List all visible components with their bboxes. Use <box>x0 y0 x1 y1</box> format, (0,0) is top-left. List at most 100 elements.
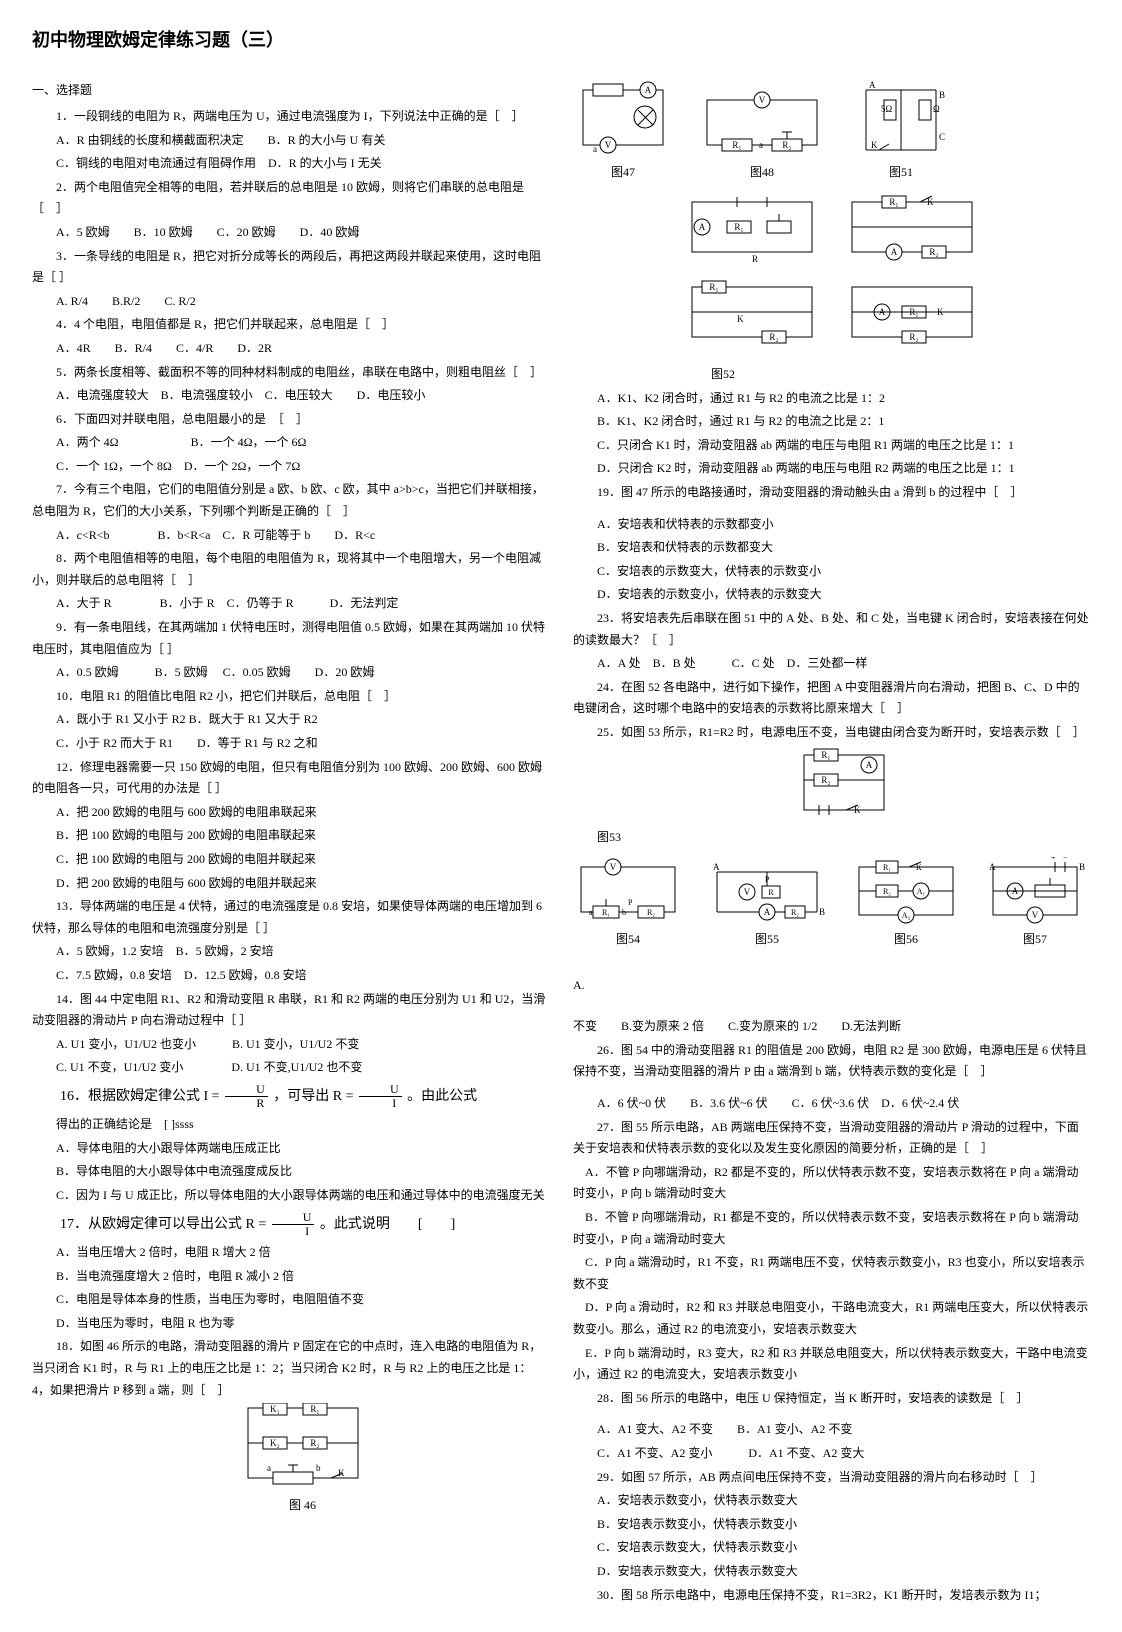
q8-opts: A．大于 R B．小于 R C．仍等于 R D．无法判定 <box>32 593 549 615</box>
figure-54-label: 图54 <box>573 929 683 951</box>
figure-51: A B C 5Ω Ω K 图51 <box>851 80 951 184</box>
q6: 6．下面四对并联电阻，总电阻最小的是 ［ ］ <box>32 409 549 431</box>
q28: 28．图 56 所示的电路中，电压 U 保持恒定，当 K 断开时，安培表的读数是… <box>573 1388 1090 1410</box>
svg-text:a: a <box>593 144 597 154</box>
q10-opt-b: C．小于 R2 而大于 R1 D．等于 R1 与 R2 之和 <box>32 733 549 755</box>
svg-text:b: b <box>316 1463 321 1473</box>
svg-text:R₂: R₂ <box>821 775 830 785</box>
svg-text:V: V <box>1032 910 1039 920</box>
frac-den-2: I <box>359 1097 402 1110</box>
q4: 4．4 个电阻，电阻值都是 R，把它们并联起来，总电阻是［ ］ <box>32 314 549 336</box>
q12: 12．修理电器需要一只 150 欧姆的电阻，但只有电阻值分别为 100 欧姆、2… <box>32 757 549 800</box>
q12-opt-d: D．把 200 欧姆的电阻与 600 欧姆的电阻并联起来 <box>32 873 549 895</box>
svg-text:K₂: K₂ <box>270 1438 280 1448</box>
q5: 5．两条长度相等、截面积不等的同种材料制成的电阻丝，串联在电路中，则粗电阻丝［ … <box>32 362 549 384</box>
frac-u-over-r: U R <box>225 1083 268 1110</box>
figure-57: A B + − A V 图57 <box>985 857 1085 951</box>
svg-text:−: − <box>1063 857 1068 862</box>
frac-num: U <box>225 1083 268 1097</box>
figure-46-label: 图 46 <box>56 1495 549 1517</box>
q6-opt-b: C．一个 1Ω，一个 8Ω D．一个 2Ω，一个 7Ω <box>32 456 549 478</box>
q1-opt-b: C．铜线的电阻对电流通过有阻碍作用 D．R 的大小与 I 无关 <box>32 153 549 175</box>
frac-num-2: U <box>359 1083 402 1097</box>
q1: 1．一段铜线的电阻为 R，两端电压为 U，通过电流强度为 I，下列说法中正确的是… <box>32 106 549 128</box>
q8: 8．两个电阻值相等的电阻，每个电阻的电阻值为 R，现将其中一个电阻增大，另一个电… <box>32 548 549 591</box>
svg-text:a: a <box>267 1463 271 1473</box>
q14-opt-b: C. U1 不变，U1/U2 变小 D. U1 不变,U1/U2 也不变 <box>32 1057 549 1079</box>
q6-opt-a: A．两个 4Ω B．一个 4Ω，一个 6Ω <box>32 432 549 454</box>
figure-57-label: 图57 <box>985 929 1085 951</box>
svg-text:R₂: R₂ <box>791 908 799 917</box>
q17-post: 。此式说明 [ ] <box>320 1217 455 1232</box>
svg-text:R₁: R₁ <box>883 863 891 872</box>
svg-text:R: R <box>752 254 758 264</box>
q27-opt-c: C．P 向 a 端滑动时，R1 不变，R1 两端电压不变，伏特表示数变小，R3 … <box>573 1252 1090 1295</box>
svg-text:A: A <box>989 862 996 872</box>
q1-opt-a: A．R 由铜线的长度和横截面积决定 B．R 的大小与 U 有关 <box>32 130 549 152</box>
figure-55-label: 图55 <box>707 929 827 951</box>
q16-tail: 得出的正确结论是 [ ]ssss <box>32 1114 549 1136</box>
q27-opt-d: D．P 向 a 滑动时，R2 和 R3 并联总电阻变小，干路电流变大，R1 两端… <box>573 1297 1090 1340</box>
q29: 29．如图 57 所示，AB 两点间电压保持不变，当滑动变阻器的滑片向右移动时［… <box>573 1467 1090 1489</box>
figure-55-svg: A B V R A R₂ P <box>707 857 827 927</box>
q17-opt-b: B．当电流强度增大 2 倍时，电阻 R 减小 2 倍 <box>32 1266 549 1288</box>
figure-54: V a R₁ b P R₂ 图54 <box>573 857 683 951</box>
q27-opt-a: A．不管 P 向哪端滑动，R2 都是不变的，所以伏特表示数不变，安培表示数将在 … <box>573 1162 1090 1205</box>
figures-54-57: V a R₁ b P R₂ 图54 A <box>573 857 1090 1008</box>
frac-u-over-i: U I <box>359 1083 402 1110</box>
q19-opt-d: D．安培表的示数变小，伏特表的示数变大 <box>573 584 1090 606</box>
q16-opt-b: B．导体电阻的大小跟导体中电流强度成反比 <box>32 1161 549 1183</box>
figure-51-label: 图51 <box>851 162 951 184</box>
svg-text:R₂: R₂ <box>310 1438 319 1448</box>
q19-opt-c: C．安培表的示数变大，伏特表的示数变小 <box>573 561 1090 583</box>
figure-54-svg: V a R₁ b P R₂ <box>573 857 683 927</box>
svg-text:R: R <box>768 888 774 897</box>
q16: 16．根据欧姆定律公式 I = U R ，可导出 R = U I 。由此公式 <box>32 1083 549 1110</box>
figure-52-label: 图52 <box>573 364 873 386</box>
q26-opts: A．6 伏~0 伏 B．3.6 伏~6 伏 C．6 伏~3.6 伏 D．6 伏~… <box>573 1093 1090 1115</box>
svg-text:R₁: R₁ <box>602 908 610 917</box>
figure-56: R₁ K R₂ A₁ A₂ 图56 <box>851 857 961 951</box>
svg-text:A: A <box>645 85 652 95</box>
q28-opt-a: A．A1 变大、A2 不变 B．A1 变小、A2 不变 <box>573 1419 1090 1441</box>
svg-text:K₁: K₁ <box>270 1404 280 1414</box>
svg-text:V: V <box>744 887 751 897</box>
svg-text:A₂: A₂ <box>902 911 911 920</box>
svg-text:R₂: R₂ <box>929 247 938 257</box>
q29-opt-c: C．安培表示数变大，伏特表示数变小 <box>573 1537 1090 1559</box>
svg-text:K: K <box>916 863 922 872</box>
q25: 25．如图 53 所示，R1=R2 时，电源电压不变，当电键由闭合变为断开时，安… <box>573 722 1090 744</box>
figure-56-svg: R₁ K R₂ A₁ A₂ <box>851 857 961 927</box>
q16-opt-c: C．因为 I 与 U 成正比，所以导体电阻的大小跟导体两端的电压和通过导体中的电… <box>32 1185 549 1207</box>
q27-opt-e: E．P 向 b 端滑动时，R3 变大，R2 和 R3 并联总电阻变大，所以伏特表… <box>573 1343 1090 1386</box>
q2-opts: A．5 欧姆 B．10 欧姆 C．20 欧姆 D．40 欧姆 <box>32 222 549 244</box>
q10-opt-a: A．既小于 R1 又小于 R2 B．既大于 R1 又大于 R2 <box>32 709 549 731</box>
svg-text:R₂: R₂ <box>647 908 655 917</box>
svg-text:A: A <box>764 907 771 917</box>
label-a-trailing: A. <box>573 975 585 997</box>
q12-opt-c: C．把 100 欧姆的电阻与 200 欧姆的电阻并联起来 <box>32 849 549 871</box>
q16-mid: ，可导出 R = <box>273 1089 357 1104</box>
figure-52: A R₁ R R₁ K A <box>573 192 1090 386</box>
q7-opts: A．c<R<b B．b<R<a C．R 可能等于 b D．R<c <box>32 525 549 547</box>
svg-text:R₂: R₂ <box>782 140 791 150</box>
svg-text:R₁: R₁ <box>734 222 743 232</box>
svg-text:A: A <box>890 247 897 257</box>
svg-text:B: B <box>819 907 825 917</box>
svg-text:R₂: R₂ <box>909 332 918 342</box>
svg-text:V: V <box>605 140 612 150</box>
svg-text:V: V <box>610 862 617 872</box>
svg-text:A: A <box>713 862 720 872</box>
frac-den: R <box>225 1097 268 1110</box>
svg-text:b: b <box>622 908 626 917</box>
q7: 7．今有三个电阻，它们的电阻值分别是 a 欧、b 欧、c 欧，其中 a>b>c，… <box>32 479 549 522</box>
q16-post: 。由此公式 <box>407 1089 477 1104</box>
q17-opt-a: A．当电压增大 2 倍时，电阻 R 增大 2 倍 <box>32 1242 549 1264</box>
q25-opts: 不变 B.变为原来 2 倍 C.变为原来的 1/2 D.无法判断 <box>573 1016 1090 1038</box>
svg-text:R₁: R₁ <box>821 750 830 760</box>
q18-opt-c: C．只闭合 K1 时，滑动变阻器 ab 两端的电压与电阻 R1 两端的电压之比是… <box>573 435 1090 457</box>
q29-opt-d: D．安培表示数变大，伏特表示数变大 <box>573 1561 1090 1583</box>
svg-text:K: K <box>871 140 878 150</box>
figure-55: A B V R A R₂ P 图55 <box>707 857 827 951</box>
q19-opt-a: A．安培表和伏特表的示数都变小 <box>573 514 1090 536</box>
